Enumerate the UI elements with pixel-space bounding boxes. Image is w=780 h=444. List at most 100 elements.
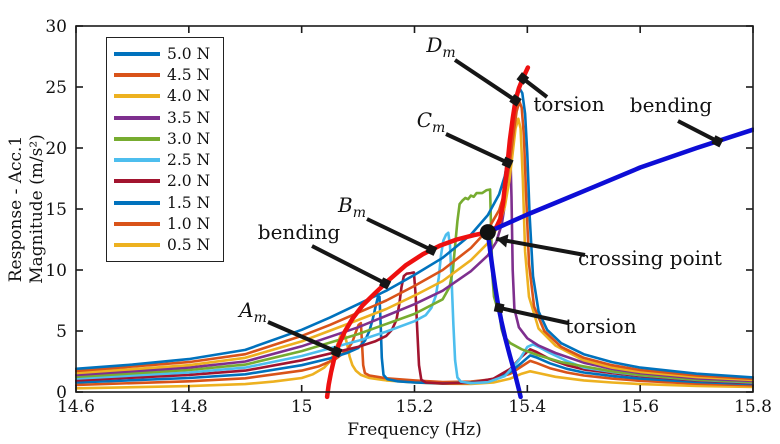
x-axis-label: Frequency (Hz) (347, 420, 482, 440)
annotation-square-marker (379, 277, 392, 290)
annotation-arrowhead (496, 234, 509, 248)
y-tick-label: 5 (56, 322, 67, 342)
torsion-branch-blue (485, 229, 523, 400)
annotation-line (677, 119, 719, 144)
annotation-line (495, 236, 586, 257)
annotation-label: bending (630, 93, 713, 117)
legend-line-sample (114, 115, 160, 120)
frf-curve-3.0N (75, 188, 754, 384)
annotation-D: Dm (425, 33, 522, 107)
legend-line-sample (114, 200, 160, 205)
annotation-A: Am (237, 298, 343, 358)
legend-label: 2.5 N (167, 151, 211, 170)
legend-entry-2.0N: 2.0 N (114, 171, 215, 192)
x-tick-label: 15.2 (396, 397, 434, 417)
legend-entry-1.0N: 1.0 N (114, 214, 215, 235)
frf-curve-4.5N (75, 100, 754, 381)
annotation-label-subscript: m (353, 205, 366, 221)
annotation-square-marker (493, 302, 505, 314)
legend-entry-1.5N: 1.5 N (114, 192, 215, 213)
legend-label: 3.5 N (167, 108, 211, 127)
legend-entry-2.5N: 2.5 N (114, 150, 215, 171)
annotation-line (498, 305, 569, 325)
y-tick-label: 15 (45, 200, 67, 220)
frf-curve-0.5N (75, 331, 754, 390)
plot-area (75, 65, 754, 400)
annotation-label: Bm (337, 193, 366, 221)
legend-label: 0.5 N (167, 236, 211, 255)
x-tick-label: 15.8 (734, 397, 772, 417)
legend-entry-5.0N: 5.0 N (114, 43, 215, 64)
legend-entry-3.0N: 3.0 N (114, 128, 215, 149)
y-axis-label-line1: Response - Acc.1 (6, 135, 26, 283)
legend-line-sample (114, 51, 160, 56)
legend-line-sample (114, 222, 160, 227)
legend-entry-0.5N: 0.5 N (114, 235, 215, 256)
legend-label: 1.0 N (167, 215, 211, 234)
annotation-bending: bending (258, 220, 392, 290)
annotation-line (311, 244, 387, 286)
annotation-torsion: torsion (493, 302, 637, 338)
axes-box-group (75, 25, 754, 393)
annotation-square-marker (501, 156, 514, 169)
legend-line-sample (114, 94, 160, 99)
y-tick-label: 0 (56, 383, 67, 403)
annotation-label: torsion (533, 92, 604, 116)
torsion-backbone-red (324, 65, 531, 400)
annotation-label: torsion (565, 314, 636, 338)
x-tick-label: 14.6 (57, 397, 95, 417)
x-tick-label: 15.6 (621, 397, 659, 417)
annotation-square-marker (330, 345, 343, 358)
annotation-label: Dm (425, 33, 455, 61)
x-tick-label: 15 (291, 397, 313, 417)
annotation-line (521, 76, 549, 99)
frf-curve-1.5N (75, 295, 754, 386)
legend-entry-3.5N: 3.5 N (114, 107, 215, 128)
annotation-label: bending (258, 220, 341, 244)
y-tick-label: 30 (45, 17, 67, 37)
legend-line-sample (114, 179, 160, 184)
annotation-bending: bending (630, 93, 724, 148)
annotation-square-marker (425, 243, 438, 256)
legend-line-sample (114, 243, 160, 248)
legend-line-sample (114, 136, 160, 141)
annotation-C: Cm (417, 108, 514, 169)
legend-label: 1.5 N (167, 193, 211, 212)
y-tick-label: 25 (45, 78, 67, 98)
y-tick-label: 20 (45, 139, 67, 159)
annotation-crossing-point: crossing point (495, 234, 722, 270)
legend-label: 4.0 N (167, 87, 211, 106)
annotation-label: Cm (417, 108, 446, 136)
annotation-B: Bm (337, 193, 438, 256)
legend-box: 5.0 N 4.5 N 4.0 N 3.5 N 3.0 N 2.5 N 2.0 N 1.5 N… (106, 37, 224, 262)
annotation-label-subscript: m (442, 45, 455, 61)
frf-curve-4.0N (75, 117, 754, 382)
annotation-line (445, 132, 509, 165)
annotation-square-marker (711, 135, 724, 148)
annotation-square-marker (516, 72, 530, 85)
crossing-point-dot (479, 224, 496, 241)
x-tick-label: 15.4 (508, 397, 546, 417)
annotation-torsion: torsion (516, 72, 605, 116)
y-axis-label-line2: Magnitude (m/s²) (27, 134, 47, 284)
legend-label: 2.0 N (167, 172, 211, 191)
annotation-line (366, 217, 433, 252)
legend-line-sample (114, 158, 160, 163)
annotation-label-subscript: m (254, 310, 267, 326)
y-axis-label: Response - Acc.1 Magnitude (m/s²) (6, 79, 50, 339)
legend-line-sample (114, 72, 160, 77)
annotation-label: Am (237, 298, 267, 326)
legend-entry-4.5N: 4.5 N (114, 64, 215, 85)
annotation-square-marker (509, 94, 522, 107)
annotation-line (453, 58, 517, 103)
annotation-line (267, 320, 338, 354)
legend-entry-4.0N: 4.0 N (114, 86, 215, 107)
annotation-label: crossing point (578, 246, 722, 270)
annotation-label-subscript: m (432, 120, 445, 136)
legend-label: 3.0 N (167, 129, 211, 148)
y-tick-label: 10 (45, 261, 67, 281)
legend-label: 5.0 N (167, 44, 211, 63)
bending-backbone-blue (485, 127, 754, 235)
